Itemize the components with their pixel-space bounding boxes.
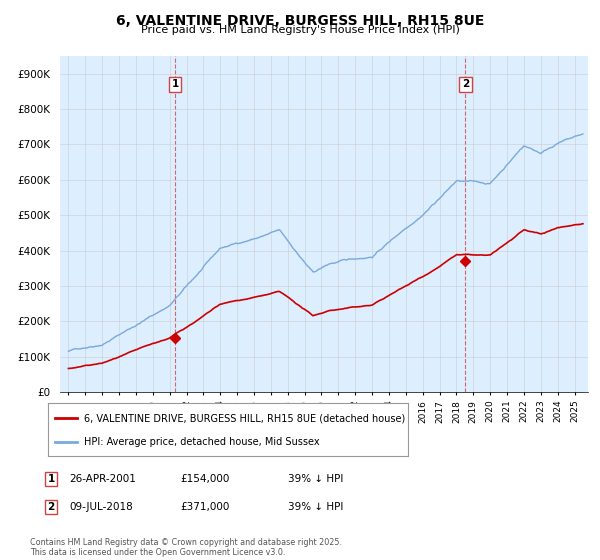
Text: 1: 1 [172, 80, 179, 89]
Text: 6, VALENTINE DRIVE, BURGESS HILL, RH15 8UE: 6, VALENTINE DRIVE, BURGESS HILL, RH15 8… [116, 14, 484, 28]
Text: 1: 1 [47, 474, 55, 484]
Text: 26-APR-2001: 26-APR-2001 [69, 474, 136, 484]
Text: 6, VALENTINE DRIVE, BURGESS HILL, RH15 8UE (detached house): 6, VALENTINE DRIVE, BURGESS HILL, RH15 8… [84, 413, 405, 423]
Text: 09-JUL-2018: 09-JUL-2018 [69, 502, 133, 512]
Text: £154,000: £154,000 [180, 474, 229, 484]
Text: 39% ↓ HPI: 39% ↓ HPI [288, 474, 343, 484]
Text: 2: 2 [462, 80, 469, 89]
Text: Price paid vs. HM Land Registry's House Price Index (HPI): Price paid vs. HM Land Registry's House … [140, 25, 460, 35]
Text: Contains HM Land Registry data © Crown copyright and database right 2025.
This d: Contains HM Land Registry data © Crown c… [30, 538, 342, 557]
Text: £371,000: £371,000 [180, 502, 229, 512]
Text: 39% ↓ HPI: 39% ↓ HPI [288, 502, 343, 512]
Text: 2: 2 [47, 502, 55, 512]
Text: HPI: Average price, detached house, Mid Sussex: HPI: Average price, detached house, Mid … [84, 436, 320, 446]
